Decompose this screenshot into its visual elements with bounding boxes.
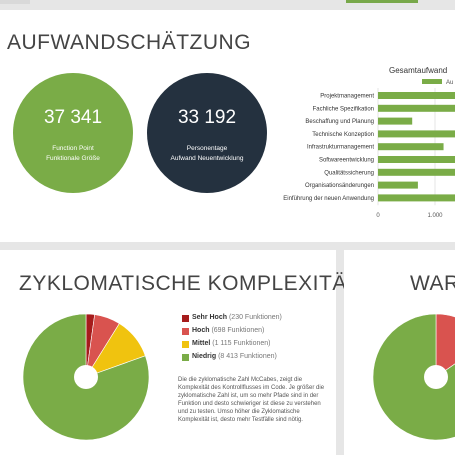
function-point-sublabel: Funktionale Größe [46,155,100,162]
legend-swatch [182,341,189,348]
bar [378,194,455,202]
personentage-value: 33 192 [177,107,237,128]
category-label: Qualitätssicherung [324,170,374,176]
war-pie-chart [372,313,455,441]
top-bar [0,0,455,8]
category-label: Organisationsänderungen [305,183,374,189]
legend-label: Mittel [192,340,211,347]
category-label: Projektmanagement [320,94,374,100]
legend-label: Niedrig [192,353,217,360]
legend-detail: (698 Funktionen) [211,327,265,334]
legend-detail: (8 413 Funktionen) [218,353,277,360]
function-point-label: Function Point [52,145,94,152]
tick-label: 0 [376,213,380,219]
pie-slice [372,313,455,441]
legend-swatch [182,354,189,361]
bar [378,156,455,163]
bar [378,130,455,138]
tick-label: 1.000 [427,213,443,219]
aufwand-title: AUFWANDSCHÄTZUNG [7,31,252,54]
pie-slice [435,313,455,378]
legend-label: Sehr Hoch [192,314,228,321]
personentage-kpi: 33 192 Personentage Aufwand Neuentwicklu… [147,73,267,193]
legend-label: Hoch [192,327,210,334]
donut-hole [424,365,448,389]
top-bar-segment [0,0,30,4]
zyklo-description: Die die zyklomatische Zahl McCabes, zeig… [178,377,325,423]
function-point-kpi: 37 341 Function Point Funktionale Größe [13,73,133,193]
legend-detail: (230 Funktionen) [228,314,282,321]
bar [378,168,455,176]
bar [378,104,455,112]
legend-swatch [422,79,442,84]
category-label: Beschaffung und Planung [305,119,374,125]
chart-title: Gesamtaufwand [389,66,447,75]
category-label: Einführung der neuen Anwendung [283,196,374,202]
war-card: WAR [344,250,455,455]
bar [378,181,418,189]
category-label: Infrastrukturmanagement [307,145,374,151]
donut-hole [74,365,98,389]
zyklo-title: ZYKLOMATISCHE KOMPLEXITÄT [19,272,361,295]
personentage-label: Personentage [186,145,228,152]
legend-swatch [182,315,189,322]
legend-swatch [182,328,189,335]
bar [378,117,413,125]
legend-label: Au [446,80,453,86]
category-label: Softwareentwicklung [319,158,374,164]
bar [378,92,455,99]
function-point-value: 37 341 [43,107,103,128]
category-label: Technische Konzeption [312,132,374,138]
legend-detail: (1 115 Funktionen) [212,340,271,347]
war-title: WAR [410,272,455,295]
top-bar-accent [346,0,418,3]
category-label: Fachliche Spezifikation [313,106,374,112]
personentage-sublabel: Aufwand Neuentwicklung [170,155,244,162]
bar [378,143,444,151]
